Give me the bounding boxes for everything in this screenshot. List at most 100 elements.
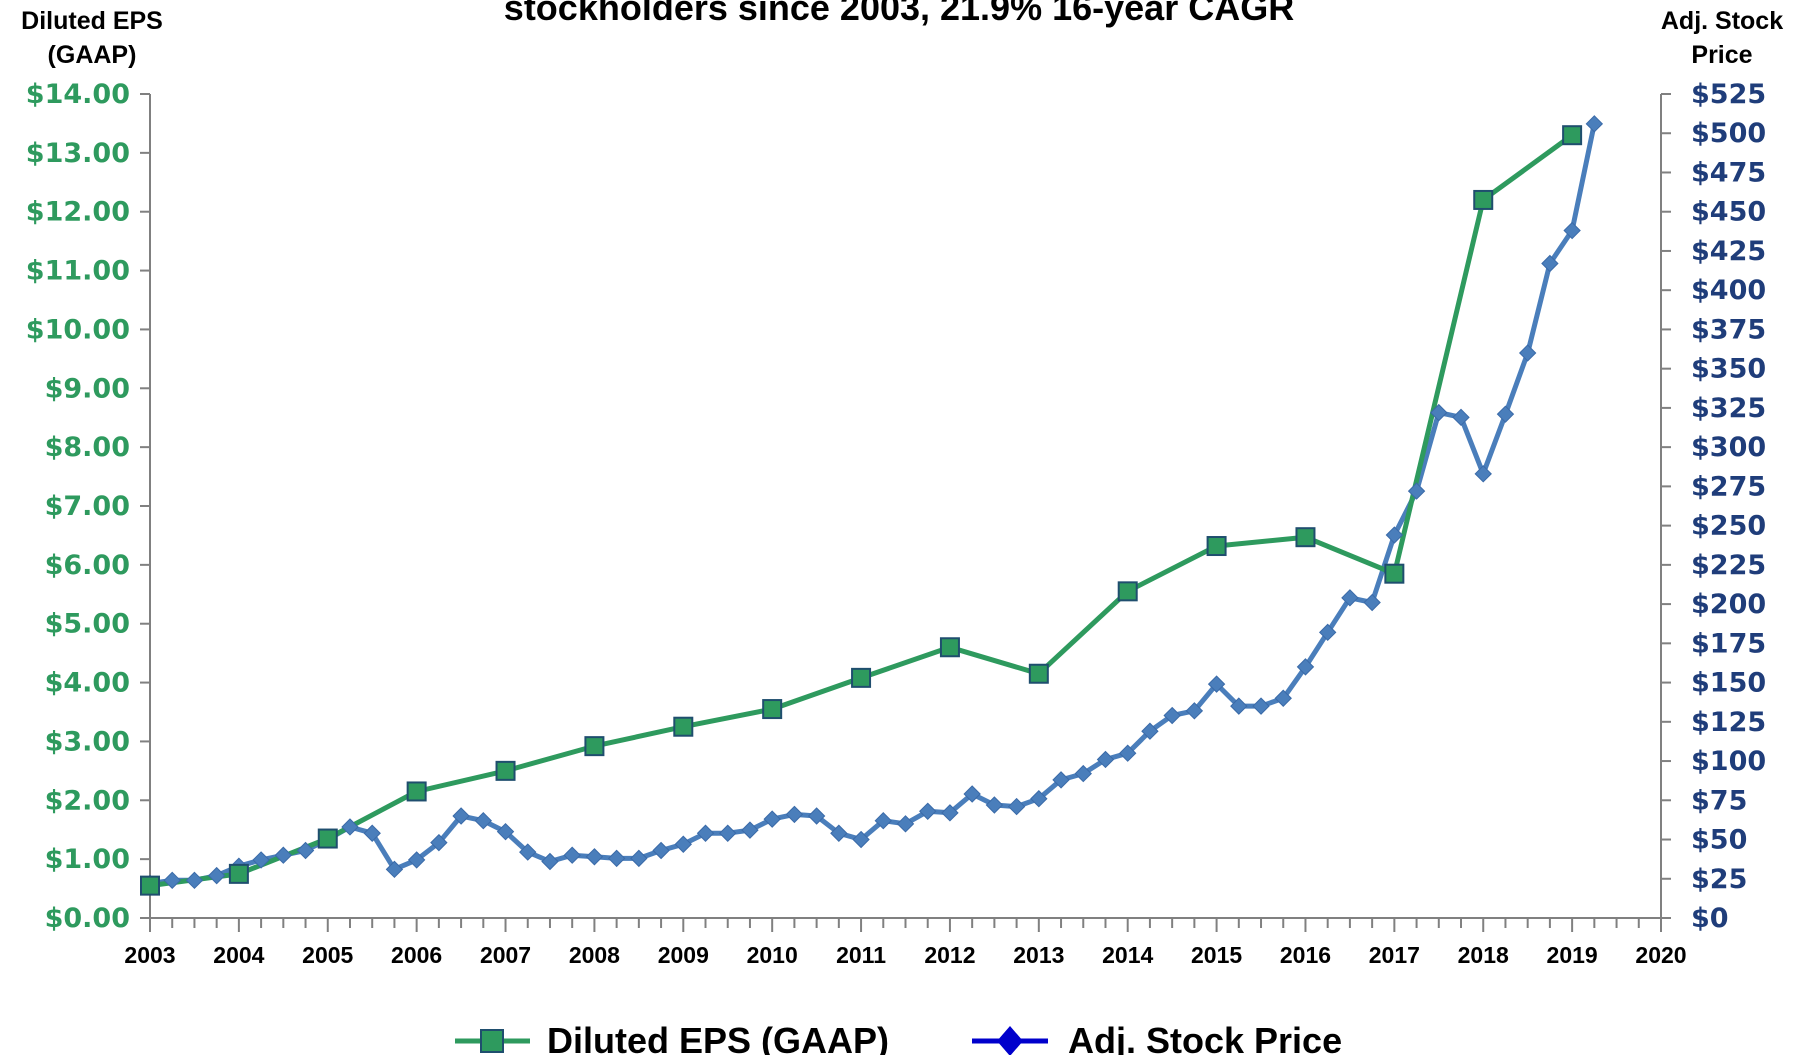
right-axis-tick-label: $275	[1691, 471, 1766, 502]
left-axis-title-line1: Diluted EPS	[21, 7, 163, 35]
right-axis-tick-label: $400	[1691, 275, 1766, 306]
legend-eps-label: Diluted EPS (GAAP)	[547, 1020, 889, 1055]
eps-data-point	[762, 699, 783, 720]
left-axis-tick-label: $9.00	[45, 373, 130, 404]
x-axis-tick-label: 2013	[1013, 942, 1064, 968]
price-data-point	[185, 871, 204, 890]
left-axis-tick-label: $14.00	[26, 79, 130, 110]
x-axis-tick-label: 2010	[747, 942, 798, 968]
price-data-point	[1230, 697, 1248, 715]
price-data-point	[630, 849, 648, 868]
right-axis-tick-label: $425	[1691, 236, 1766, 267]
x-axis-tick-label: 2011	[836, 942, 886, 968]
left-axis-tick-label: $3.00	[45, 726, 130, 757]
x-axis-tick-label: 2016	[1280, 942, 1331, 968]
price-data-point	[1096, 750, 1115, 769]
price-data-point	[1274, 689, 1292, 707]
price-data-point	[830, 824, 848, 842]
right-axis-title-line2: Price	[1691, 41, 1752, 69]
price-data-point	[1518, 344, 1537, 362]
right-axis-tick-label: $250	[1691, 511, 1766, 542]
price-data-point	[585, 848, 604, 866]
price-data-point	[1341, 589, 1359, 607]
legend-item-eps: Diluted EPS (GAAP)	[455, 1020, 889, 1055]
price-data-point	[1074, 764, 1092, 783]
x-axis-tick-label: 2007	[480, 942, 531, 968]
right-axis-tick-label: $375	[1691, 314, 1766, 345]
right-axis-tick-label: $125	[1691, 707, 1766, 738]
x-axis-tick-label: 2006	[391, 942, 442, 968]
eps-series-line	[149, 133, 1574, 889]
right-axis-title-line1: Adj. Stock	[1661, 7, 1783, 35]
price-data-point	[941, 804, 959, 822]
eps-data-point	[1295, 527, 1316, 548]
eps-data-point	[1117, 581, 1138, 602]
right-axis-tick-label: $25	[1691, 864, 1747, 895]
left-axis-tick-label: $11.00	[26, 256, 130, 287]
price-data-point	[1474, 465, 1492, 483]
legend-price-diamond-marker	[997, 1026, 1023, 1055]
price-data-point	[296, 841, 315, 860]
price-data-point	[1118, 744, 1137, 762]
right-axis-tick-label: $325	[1691, 393, 1766, 424]
plot-area	[140, 115, 1604, 896]
eps-data-point	[1028, 663, 1049, 684]
right-axis-tick-label: $75	[1691, 785, 1747, 816]
eps-data-point	[1562, 125, 1583, 146]
price-data-point	[1163, 706, 1181, 725]
eps-data-point	[851, 667, 872, 688]
eps-data-point	[228, 863, 249, 884]
price-series-line	[149, 123, 1597, 886]
right-axis-tick-label: $300	[1691, 432, 1766, 463]
price-data-point	[1541, 254, 1559, 273]
right-axis-tick-label: $200	[1691, 589, 1766, 620]
price-data-point	[785, 805, 804, 824]
left-axis-tick-label: $13.00	[26, 138, 130, 169]
price-data-point	[363, 824, 381, 842]
price-data-point	[696, 824, 715, 842]
price-data-point	[741, 821, 759, 839]
left-axis-tick-label: $7.00	[45, 491, 130, 522]
eps-data-point	[140, 875, 160, 896]
left-axis-tick-label: $5.00	[45, 609, 130, 640]
x-axis-tick-label: 2015	[1191, 942, 1242, 968]
right-axis-tick-label: $225	[1691, 550, 1766, 581]
left-axis-tick-label: $12.00	[26, 197, 130, 228]
legend-price-label: Adj. Stock Price	[1068, 1020, 1342, 1055]
price-data-point	[385, 860, 404, 879]
left-axis-title-line2: (GAAP)	[48, 41, 137, 69]
price-data-point	[1385, 526, 1404, 544]
right-axis-tick-label: $175	[1691, 628, 1766, 659]
x-axis-tick-label: 2020	[1635, 942, 1686, 968]
price-data-point	[407, 851, 426, 869]
eps-data-point	[939, 637, 960, 658]
price-data-point	[985, 796, 1004, 814]
legend-item-price: Adj. Stock Price	[972, 1020, 1342, 1055]
right-axis-tick-label: $50	[1691, 825, 1747, 856]
price-data-point	[719, 824, 737, 842]
price-data-point	[1496, 405, 1515, 423]
price-data-point	[1052, 771, 1070, 789]
price-data-point	[1141, 722, 1159, 740]
eps-data-point	[584, 736, 605, 757]
eps-data-point	[1384, 563, 1405, 584]
price-data-point	[674, 835, 693, 853]
right-axis-tick-label: $500	[1691, 118, 1766, 149]
x-axis-tick-label: 2017	[1369, 942, 1420, 968]
price-data-point	[1030, 790, 1048, 808]
price-data-point	[919, 802, 937, 820]
x-axis-tick-label: 2003	[124, 942, 175, 968]
right-axis-tick-label: $150	[1691, 668, 1766, 699]
price-data-point	[1296, 658, 1315, 676]
price-data-point	[519, 843, 537, 861]
x-axis-tick-label: 2009	[658, 942, 709, 968]
price-data-point	[607, 849, 626, 868]
price-data-point	[1407, 482, 1426, 500]
price-data-point	[1318, 623, 1337, 642]
eps-data-point	[406, 781, 427, 802]
x-axis-tick-label: 2008	[569, 942, 620, 968]
price-data-point	[541, 852, 559, 871]
price-data-point	[852, 830, 870, 849]
x-axis-tick-label: 2018	[1458, 942, 1509, 968]
